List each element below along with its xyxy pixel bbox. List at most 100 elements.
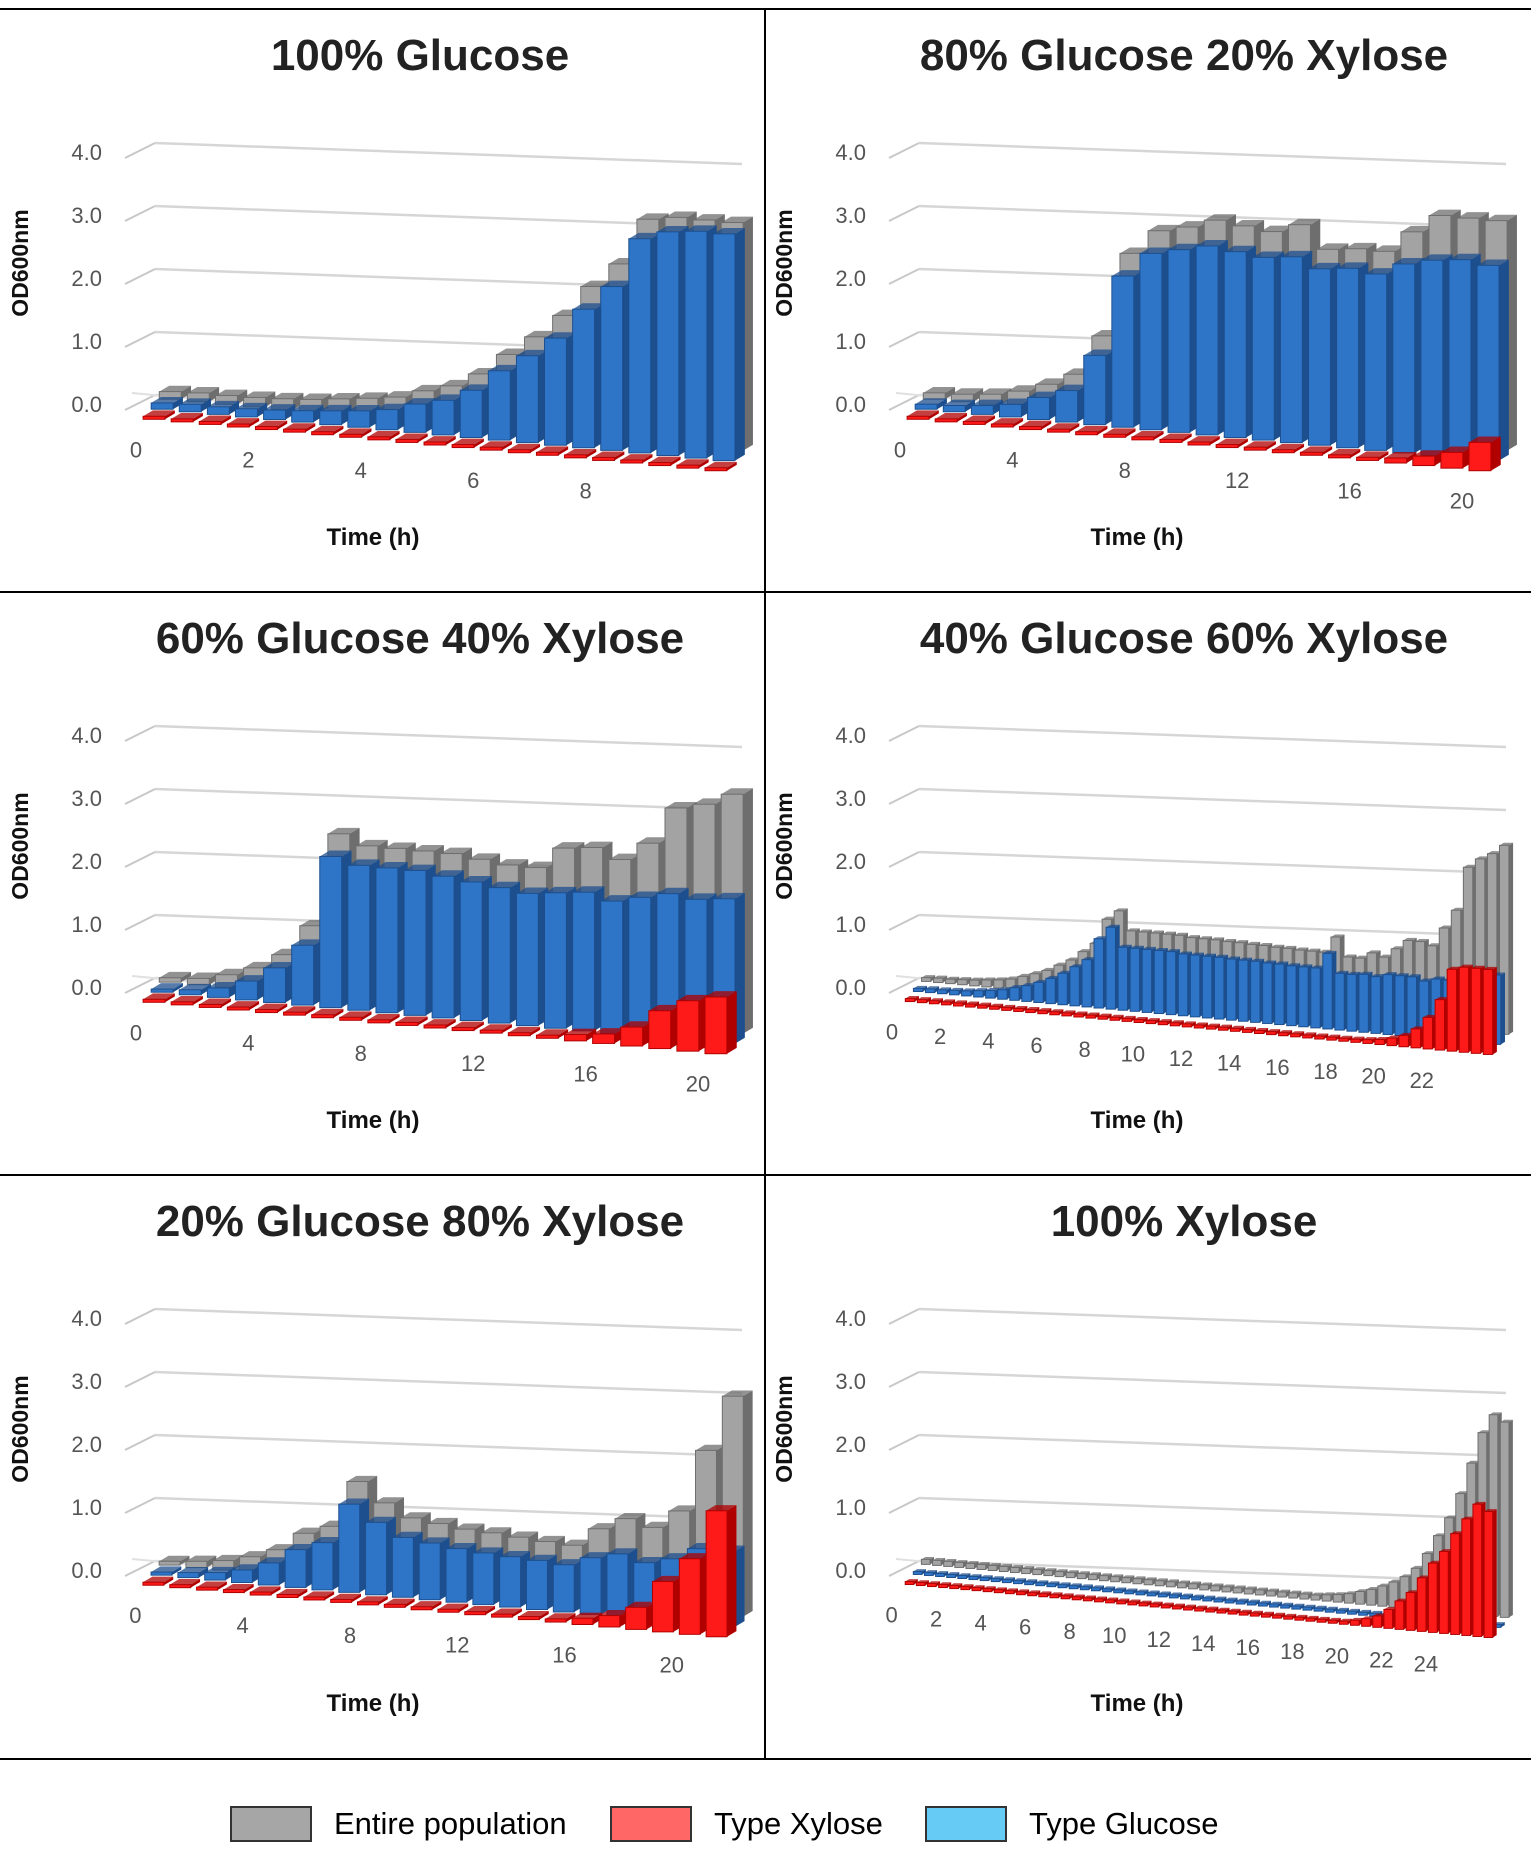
bar-entire-28	[1232, 1585, 1246, 1594]
bar-front	[1046, 1583, 1057, 1588]
bar-xylose-34	[1283, 1613, 1297, 1620]
bar-side	[474, 438, 484, 448]
bar-side	[735, 227, 745, 461]
bar-side	[244, 1583, 254, 1593]
bar-top	[598, 1609, 630, 1616]
bar-top	[1016, 1589, 1030, 1592]
bar-side	[1125, 1598, 1130, 1604]
bar-glucose-13	[1279, 250, 1313, 444]
bar-top	[291, 404, 324, 411]
bar-top	[552, 842, 585, 849]
bar-glucose-12	[1046, 1581, 1060, 1588]
bar-xylose-12	[1049, 1009, 1064, 1016]
bar-side	[1002, 1587, 1007, 1593]
bar-xylose-24	[1193, 1022, 1208, 1029]
bar-top	[1384, 452, 1417, 458]
x-tick-label: 0	[885, 1603, 897, 1628]
bar-front	[206, 987, 230, 998]
bar-top	[592, 451, 625, 458]
bar-top	[685, 893, 717, 900]
bar-xylose-16	[571, 1612, 603, 1626]
bar-top	[1225, 1597, 1238, 1600]
bar-glucose-34	[1322, 950, 1337, 1030]
bar-top	[1367, 950, 1381, 953]
bar-top	[215, 389, 248, 396]
bar-top	[1435, 997, 1449, 1000]
bar-side	[1058, 1592, 1063, 1598]
gridline-left-4	[888, 142, 920, 159]
bar-side	[1490, 436, 1501, 471]
bar-top	[676, 459, 709, 466]
bar-glucose-12	[487, 364, 521, 441]
bar-xylose-8	[1001, 1004, 1016, 1011]
bar-front	[177, 1572, 200, 1579]
bar-front	[1324, 1608, 1335, 1613]
bar-top	[1057, 970, 1072, 974]
bar-top	[721, 788, 753, 795]
bar-xylose-29	[1227, 1608, 1241, 1615]
bar-xylose-33	[1272, 1612, 1286, 1619]
bar-side	[1324, 1033, 1329, 1040]
bar-xylose-22	[1149, 1601, 1163, 1608]
x-tick-label: 14	[1191, 1631, 1215, 1656]
bar-side	[1011, 1004, 1016, 1011]
bar-xylose-1	[170, 995, 203, 1006]
bar-xylose-16	[592, 451, 625, 461]
bar-front	[1343, 1593, 1354, 1604]
gridline-left-4	[124, 142, 156, 159]
x-tick-label: 12	[1225, 468, 1249, 493]
bar-top	[437, 1603, 469, 1610]
bar-front	[998, 403, 1022, 418]
bar-front	[1446, 968, 1458, 1052]
bar-top	[1002, 1577, 1015, 1580]
bar-front	[1238, 959, 1249, 1022]
bar-top	[1388, 1579, 1402, 1582]
bar-top	[171, 995, 203, 1002]
bar-side	[1209, 436, 1220, 445]
bar-xylose-13	[1271, 443, 1305, 454]
bar-side	[958, 1583, 963, 1589]
bar-front	[1167, 249, 1191, 433]
bar-front	[1361, 1618, 1371, 1627]
bar-glucose-19	[1124, 1588, 1138, 1595]
gridline-2	[918, 850, 1507, 875]
y-tick-label: 2.0	[835, 266, 866, 291]
y-tick-label: 4.0	[835, 1306, 866, 1331]
bar-top	[1325, 1606, 1338, 1610]
bar-top	[923, 386, 956, 393]
bar-front	[920, 1558, 931, 1565]
bar-front	[1332, 1594, 1343, 1603]
bar-top	[972, 1585, 985, 1588]
bar-side	[217, 1581, 227, 1591]
bar-top	[633, 1557, 665, 1563]
bar-side	[1236, 1608, 1241, 1615]
bar-front	[1021, 1568, 1031, 1575]
bar-top	[954, 1560, 968, 1563]
bar-front	[1308, 268, 1331, 446]
bar-top	[446, 1542, 477, 1549]
bar-front	[600, 286, 624, 451]
bar-side	[1259, 1610, 1263, 1617]
bar-top	[1300, 446, 1333, 453]
bar-side	[502, 1024, 512, 1034]
bar-top	[564, 1028, 597, 1035]
bar-xylose-23	[1160, 1602, 1174, 1609]
bar-front	[993, 1589, 1004, 1594]
bar-top	[1035, 378, 1068, 385]
bar-side	[1372, 1037, 1377, 1044]
bar-top	[524, 861, 557, 868]
y-axis-label: OD600nm	[7, 209, 33, 316]
bar-top	[1272, 1612, 1286, 1616]
y-tick-label: 4.0	[835, 140, 866, 165]
x-tick-label: 8	[355, 1041, 367, 1066]
bar-front	[949, 1585, 959, 1590]
bar-top	[1055, 384, 1088, 391]
bar-top	[1110, 1014, 1124, 1018]
bar-front	[311, 1014, 335, 1019]
bar-front	[1305, 1617, 1316, 1622]
bar-side	[913, 1579, 918, 1585]
bar-glucose-1	[924, 986, 940, 994]
bar-top	[1113, 1587, 1127, 1590]
x-tick-label: 0	[130, 1020, 142, 1045]
gridline-4	[918, 1307, 1507, 1332]
